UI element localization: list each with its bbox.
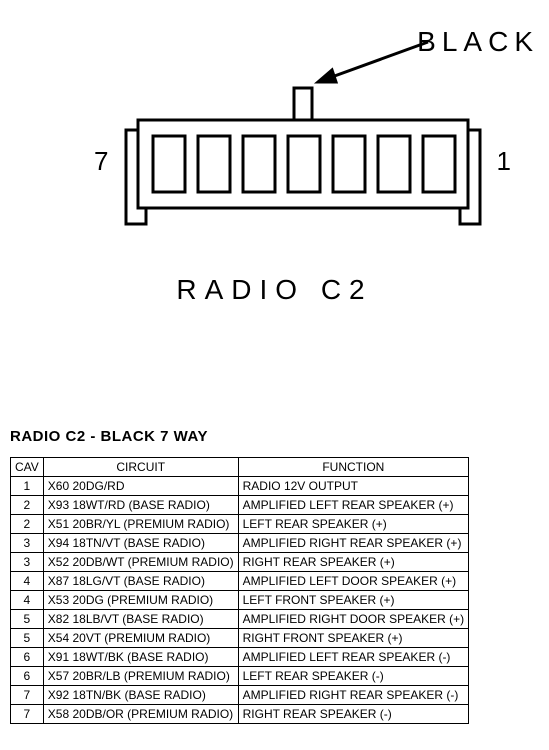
cell-circuit: X92 18TN/BK (BASE RADIO) bbox=[43, 686, 238, 705]
cell-cav: 5 bbox=[11, 610, 44, 629]
table-row: 6X91 18WT/BK (BASE RADIO)AMPLIFIED LEFT … bbox=[11, 648, 469, 667]
cell-circuit: X91 18WT/BK (BASE RADIO) bbox=[43, 648, 238, 667]
pin-label-right: 1 bbox=[497, 146, 511, 177]
cell-cav: 7 bbox=[11, 705, 44, 724]
cell-cav: 6 bbox=[11, 667, 44, 686]
cell-function: AMPLIFIED RIGHT DOOR SPEAKER (+) bbox=[238, 610, 468, 629]
cell-cav: 3 bbox=[11, 553, 44, 572]
table-row: 1X60 20DG/RDRADIO 12V OUTPUT bbox=[11, 477, 469, 496]
cell-function: AMPLIFIED LEFT DOOR SPEAKER (+) bbox=[238, 572, 468, 591]
cell-function: RIGHT REAR SPEAKER (+) bbox=[238, 553, 468, 572]
table-row: 3X94 18TN/VT (BASE RADIO)AMPLIFIED RIGHT… bbox=[11, 534, 469, 553]
cell-circuit: X54 20VT (PREMIUM RADIO) bbox=[43, 629, 238, 648]
cell-function: AMPLIFIED LEFT REAR SPEAKER (-) bbox=[238, 648, 468, 667]
table-header-row: CAV CIRCUIT FUNCTION bbox=[11, 458, 469, 477]
connector-diagram: BLACK 7 1 RADIO C2 bbox=[8, 8, 541, 328]
cell-cav: 4 bbox=[11, 572, 44, 591]
table-row: 4X87 18LG/VT (BASE RADIO)AMPLIFIED LEFT … bbox=[11, 572, 469, 591]
cell-circuit: X93 18WT/RD (BASE RADIO) bbox=[43, 496, 238, 515]
cell-cav: 2 bbox=[11, 515, 44, 534]
table-row: 4X53 20DG (PREMIUM RADIO)LEFT FRONT SPEA… bbox=[11, 591, 469, 610]
cell-circuit: X87 18LG/VT (BASE RADIO) bbox=[43, 572, 238, 591]
cell-function: RIGHT REAR SPEAKER (-) bbox=[238, 705, 468, 724]
cell-function: LEFT FRONT SPEAKER (+) bbox=[238, 591, 468, 610]
cell-function: LEFT REAR SPEAKER (-) bbox=[238, 667, 468, 686]
diagram-title: RADIO C2 bbox=[8, 274, 541, 306]
cell-circuit: X57 20BR/LB (PREMIUM RADIO) bbox=[43, 667, 238, 686]
cell-cav: 7 bbox=[11, 686, 44, 705]
cell-circuit: X60 20DG/RD bbox=[43, 477, 238, 496]
cell-circuit: X52 20DB/WT (PREMIUM RADIO) bbox=[43, 553, 238, 572]
cell-function: LEFT REAR SPEAKER (+) bbox=[238, 515, 468, 534]
cell-function: AMPLIFIED RIGHT REAR SPEAKER (+) bbox=[238, 534, 468, 553]
cell-circuit: X82 18LB/VT (BASE RADIO) bbox=[43, 610, 238, 629]
cell-cav: 1 bbox=[11, 477, 44, 496]
cell-cav: 5 bbox=[11, 629, 44, 648]
cell-function: RADIO 12V OUTPUT bbox=[238, 477, 468, 496]
cell-function: AMPLIFIED LEFT REAR SPEAKER (+) bbox=[238, 496, 468, 515]
col-cav: CAV bbox=[11, 458, 44, 477]
diagram-color-label: BLACK bbox=[417, 26, 539, 58]
table-row: 2X93 18WT/RD (BASE RADIO)AMPLIFIED LEFT … bbox=[11, 496, 469, 515]
table-row: 3X52 20DB/WT (PREMIUM RADIO)RIGHT REAR S… bbox=[11, 553, 469, 572]
cell-function: RIGHT FRONT SPEAKER (+) bbox=[238, 629, 468, 648]
cell-cav: 4 bbox=[11, 591, 44, 610]
table-row: 7X92 18TN/BK (BASE RADIO)AMPLIFIED RIGHT… bbox=[11, 686, 469, 705]
table-row: 5X82 18LB/VT (BASE RADIO)AMPLIFIED RIGHT… bbox=[11, 610, 469, 629]
cell-circuit: X58 20DB/OR (PREMIUM RADIO) bbox=[43, 705, 238, 724]
table-row: 2X51 20BR/YL (PREMIUM RADIO)LEFT REAR SP… bbox=[11, 515, 469, 534]
cell-function: AMPLIFIED RIGHT REAR SPEAKER (-) bbox=[238, 686, 468, 705]
cell-circuit: X53 20DG (PREMIUM RADIO) bbox=[43, 591, 238, 610]
cell-cav: 6 bbox=[11, 648, 44, 667]
table-row: 7X58 20DB/OR (PREMIUM RADIO)RIGHT REAR S… bbox=[11, 705, 469, 724]
pinout-table: CAV CIRCUIT FUNCTION 1X60 20DG/RDRADIO 1… bbox=[10, 457, 469, 724]
col-function: FUNCTION bbox=[238, 458, 468, 477]
table-row: 6X57 20BR/LB (PREMIUM RADIO)LEFT REAR SP… bbox=[11, 667, 469, 686]
cell-circuit: X94 18TN/VT (BASE RADIO) bbox=[43, 534, 238, 553]
cell-cav: 2 bbox=[11, 496, 44, 515]
col-circuit: CIRCUIT bbox=[43, 458, 238, 477]
table-title: RADIO C2 - BLACK 7 WAY bbox=[10, 428, 541, 445]
table-row: 5X54 20VT (PREMIUM RADIO)RIGHT FRONT SPE… bbox=[11, 629, 469, 648]
pin-label-left: 7 bbox=[94, 146, 108, 177]
cell-circuit: X51 20BR/YL (PREMIUM RADIO) bbox=[43, 515, 238, 534]
cell-cav: 3 bbox=[11, 534, 44, 553]
